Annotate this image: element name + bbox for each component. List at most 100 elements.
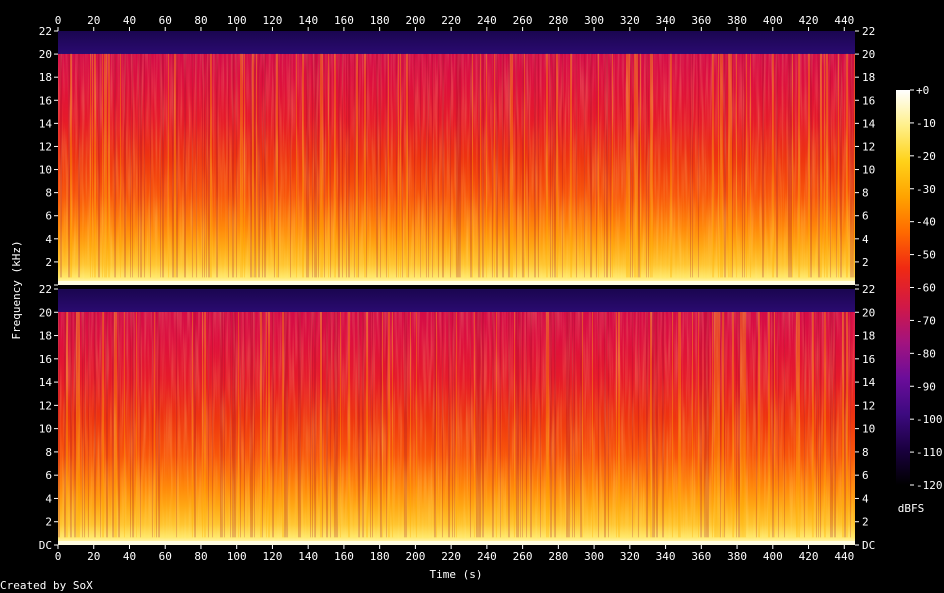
y-tick-label: 20	[862, 48, 875, 61]
y-tick-label: 22	[39, 25, 52, 38]
x-tick-label: 80	[194, 550, 207, 563]
x-tick-label: 380	[727, 550, 747, 563]
y-tick-label: 2	[45, 256, 52, 269]
x-tick-label: 180	[370, 550, 390, 563]
y-tick-label: 4	[45, 233, 52, 246]
x-tick-label: 180	[370, 14, 390, 27]
y-tick-label: 8	[862, 446, 869, 459]
x-tick-label: 200	[405, 14, 425, 27]
colorbar-ticks: +0 -10 -20 -30 -40 -50 -60 -70 -80 -90 -100 -110 -12…	[910, 84, 943, 492]
footer-credit: Created by SoX	[0, 579, 93, 592]
y-tick-label: 14	[39, 117, 53, 130]
x-tick-label: 220	[441, 550, 461, 563]
y-tick-label: 20	[862, 306, 875, 319]
y-tick-label: 6	[862, 469, 869, 482]
y-tick-label: 6	[45, 210, 52, 223]
x-tick-label: 400	[763, 550, 783, 563]
y-tick-label: 2	[862, 256, 869, 269]
colorbar-tick-label: -60	[916, 282, 936, 295]
x-tick-label: 120	[263, 14, 283, 27]
colorbar-tick-label: -50	[916, 249, 936, 262]
x-tick-label: 400	[763, 14, 783, 27]
x-tick-label: 20	[87, 14, 100, 27]
colorbar-tick-label: -110	[916, 446, 943, 459]
colorbar-tick-label: -10	[916, 117, 936, 130]
x-tick-label: 0	[55, 550, 62, 563]
colorbar-tick-label: -100	[916, 413, 943, 426]
x-tick-label: 320	[620, 550, 640, 563]
y-tick-label: 6	[45, 469, 52, 482]
x-tick-label: 280	[548, 14, 568, 27]
x-tick-label: 200	[405, 550, 425, 563]
y-tick-label: 10	[862, 164, 875, 177]
x-tick-label: 60	[159, 550, 172, 563]
x-tick-label: 300	[584, 14, 604, 27]
x-tick-label: 140	[298, 550, 318, 563]
x-tick-label: 0	[55, 14, 62, 27]
x-tick-label: 340	[656, 14, 676, 27]
y-tick-label: 16	[39, 94, 52, 107]
colorbar-tick-label: -90	[916, 380, 936, 393]
y-tick-label: 22	[862, 283, 875, 296]
y-tick-label: 14	[39, 376, 53, 389]
x-tick-label: 440	[834, 14, 854, 27]
x-tick-label: 140	[298, 14, 318, 27]
y-tick-label: 10	[39, 423, 52, 436]
y-tick-label: 20	[39, 306, 52, 319]
y-tick-label: 18	[39, 71, 52, 84]
x-tick-label: 360	[691, 14, 711, 27]
spectral-grain	[58, 312, 855, 545]
x-tick-label: 260	[513, 14, 533, 27]
x-tick-label: 380	[727, 14, 747, 27]
y-tick-label: 12	[862, 140, 875, 153]
y-tick-label: 18	[862, 330, 875, 343]
x-ticks-bottom: 0 20 40 60 80 100 120 140 160 180 200 220 240 260 280 3…	[55, 545, 854, 563]
x-tick-label: 120	[263, 550, 283, 563]
dc-band	[58, 541, 855, 545]
x-tick-label: 220	[441, 14, 461, 27]
y-tick-label: 2	[45, 516, 52, 529]
y-tick-label: 8	[45, 187, 52, 200]
colorbar-label: dBFS	[898, 502, 925, 515]
x-tick-label: 260	[513, 550, 533, 563]
colorbar-tick-label: -80	[916, 347, 936, 360]
y-tick-label: 12	[39, 140, 52, 153]
colorbar-tick-label: -40	[916, 216, 936, 229]
x-tick-label: 100	[227, 550, 247, 563]
y-axis-label: Frequency (kHz)	[10, 240, 23, 339]
y-tick-label: DC	[39, 539, 52, 552]
x-tick-label: 420	[799, 14, 819, 27]
x-tick-label: 440	[834, 550, 854, 563]
y-tick-label: 8	[45, 446, 52, 459]
x-axis-label: Time (s)	[430, 568, 483, 581]
x-tick-label: 80	[194, 14, 207, 27]
dc-band	[58, 281, 855, 285]
y-tick-label: 4	[45, 492, 52, 505]
x-ticks-top: 0 20 40 60 80 100 120 140 160 180 200 220 240 260 280 3…	[55, 14, 854, 31]
y-tick-label: 18	[862, 71, 875, 84]
y-tick-label: 12	[39, 399, 52, 412]
x-tick-label: 40	[123, 14, 136, 27]
y-tick-label: DC	[862, 539, 875, 552]
y-tick-label: 10	[862, 423, 875, 436]
x-tick-label: 300	[584, 550, 604, 563]
x-tick-label: 40	[123, 550, 136, 563]
y-tick-label: 22	[862, 25, 875, 38]
y-tick-label: 10	[39, 164, 52, 177]
y-tick-label: 18	[39, 330, 52, 343]
x-tick-label: 240	[477, 550, 497, 563]
x-tick-label: 160	[334, 550, 354, 563]
x-tick-label: 360	[691, 550, 711, 563]
spectral-grain	[58, 53, 855, 285]
x-tick-label: 100	[227, 14, 247, 27]
y-tick-label: 8	[862, 187, 869, 200]
colorbar-tick-label: -20	[916, 150, 936, 163]
x-tick-label: 160	[334, 14, 354, 27]
y-tick-label: 2	[862, 516, 869, 529]
y-tick-label: 16	[39, 353, 52, 366]
y-tick-label: 12	[862, 399, 875, 412]
